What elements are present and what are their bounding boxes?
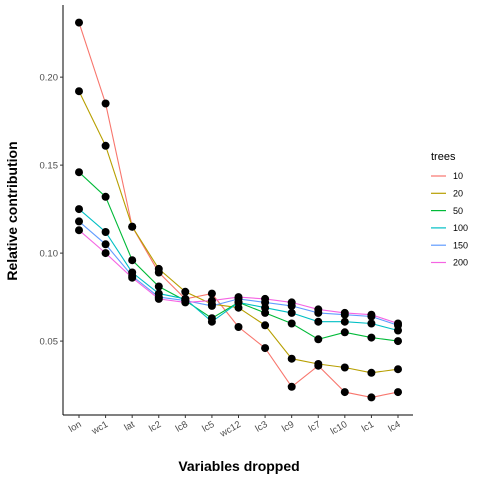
x-tick-label: lc1 bbox=[360, 419, 376, 435]
data-point bbox=[181, 298, 190, 307]
data-point bbox=[101, 141, 110, 150]
data-point bbox=[181, 287, 190, 296]
series-line-50 bbox=[78, 171, 399, 342]
x-tick-label: wc1 bbox=[89, 419, 110, 437]
data-point bbox=[261, 321, 270, 330]
data-point bbox=[340, 388, 349, 397]
x-tick-label: lc2 bbox=[147, 419, 163, 435]
data-point bbox=[207, 317, 216, 326]
legend-item-100: 100 bbox=[431, 223, 468, 233]
x-tick-label: lc10 bbox=[329, 419, 350, 437]
data-point bbox=[75, 226, 83, 235]
legend-item-150: 150 bbox=[431, 240, 468, 250]
tick-labels: 0.05 0.10 0.15 0.20 lon wc1 lat lc2 lc8 lc5 wc12 lc… bbox=[40, 73, 403, 441]
data-points bbox=[75, 18, 402, 402]
legend-label: 200 bbox=[453, 258, 468, 268]
legend: trees 10 20 50 100 150 200 bbox=[431, 151, 468, 268]
data-point bbox=[101, 249, 110, 258]
data-point bbox=[75, 18, 83, 27]
y-tick-label: 0.10 bbox=[40, 249, 59, 260]
legend-label: 50 bbox=[453, 206, 463, 216]
legend-label: 10 bbox=[453, 171, 463, 181]
y-tick-label: 0.20 bbox=[40, 73, 59, 84]
y-axis-title: Relative contribution bbox=[4, 141, 20, 280]
axes bbox=[60, 5, 413, 418]
data-point bbox=[128, 256, 137, 265]
data-point bbox=[75, 217, 83, 226]
legend-item-50: 50 bbox=[431, 206, 463, 216]
series-lines bbox=[78, 22, 399, 398]
data-point bbox=[367, 368, 376, 377]
y-tick-label: 0.05 bbox=[40, 337, 59, 348]
data-point bbox=[287, 382, 296, 391]
data-point bbox=[367, 319, 376, 328]
legend-title: trees bbox=[431, 151, 456, 163]
data-point bbox=[101, 228, 110, 236]
x-tick-label: lc7 bbox=[307, 419, 323, 435]
data-point bbox=[314, 335, 323, 344]
legend-label: 100 bbox=[453, 223, 468, 233]
x-tick-label: lc9 bbox=[280, 419, 296, 435]
data-point bbox=[101, 192, 110, 201]
data-point bbox=[287, 308, 296, 317]
data-point bbox=[261, 344, 270, 353]
data-point bbox=[234, 323, 243, 331]
legend-item-200: 200 bbox=[431, 258, 468, 268]
legend-item-20: 20 bbox=[431, 189, 463, 199]
data-point bbox=[314, 305, 323, 314]
data-point bbox=[75, 205, 83, 214]
data-point bbox=[128, 273, 137, 282]
data-point bbox=[207, 296, 216, 305]
data-point bbox=[340, 328, 349, 337]
legend-label: 150 bbox=[453, 240, 468, 250]
data-point bbox=[287, 298, 296, 307]
data-point bbox=[394, 319, 402, 328]
data-point bbox=[154, 282, 163, 291]
data-point bbox=[367, 393, 376, 402]
x-tick-label: lat bbox=[122, 419, 137, 434]
data-point bbox=[75, 168, 83, 177]
data-point bbox=[101, 99, 110, 108]
data-point bbox=[394, 388, 402, 397]
data-point bbox=[154, 264, 163, 273]
data-point bbox=[154, 294, 163, 303]
x-tick-label: lc5 bbox=[200, 419, 216, 435]
data-point bbox=[207, 289, 216, 298]
y-tick-label: 0.15 bbox=[40, 161, 59, 172]
data-point bbox=[367, 310, 376, 319]
data-point bbox=[128, 222, 137, 231]
data-point bbox=[394, 365, 402, 374]
legend-label: 20 bbox=[453, 189, 463, 199]
data-point bbox=[234, 293, 243, 302]
data-point bbox=[367, 333, 376, 342]
data-point bbox=[287, 319, 296, 328]
data-point bbox=[314, 360, 323, 368]
data-point bbox=[394, 337, 402, 346]
data-point bbox=[261, 294, 270, 303]
data-point bbox=[287, 354, 296, 363]
x-tick-label: lc4 bbox=[386, 419, 402, 435]
legend-item-10: 10 bbox=[431, 171, 463, 181]
data-point bbox=[340, 363, 349, 372]
x-axis-title: Variables dropped bbox=[178, 458, 299, 474]
data-point bbox=[101, 240, 110, 249]
x-tick-label: wc12 bbox=[217, 419, 243, 440]
x-tick-label: lon bbox=[67, 419, 83, 435]
x-tick-label: lc3 bbox=[254, 419, 270, 435]
data-point bbox=[340, 317, 349, 326]
x-tick-label: lc8 bbox=[174, 419, 190, 435]
data-point bbox=[75, 87, 83, 96]
data-point bbox=[314, 317, 323, 326]
data-point bbox=[340, 308, 349, 317]
